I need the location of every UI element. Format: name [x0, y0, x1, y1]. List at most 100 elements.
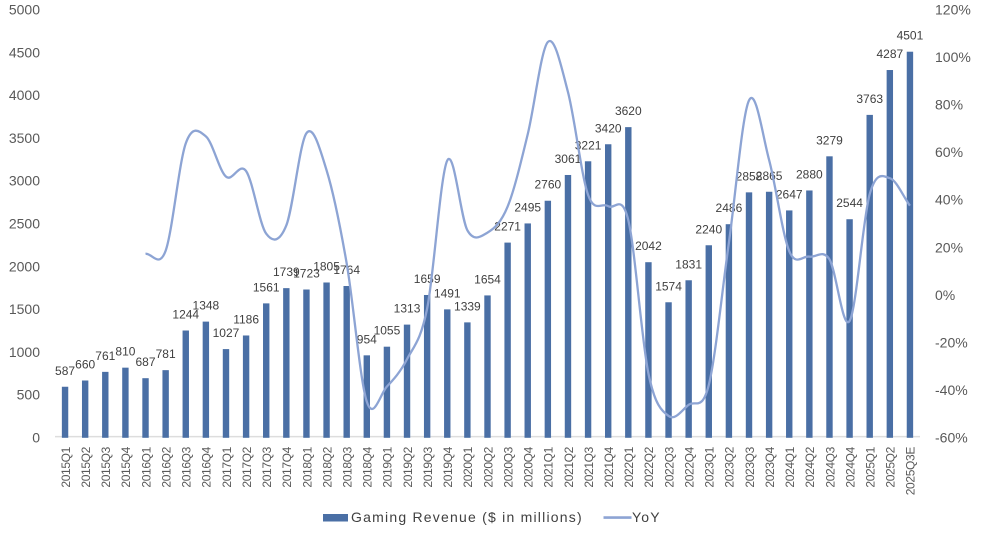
svg-text:80%: 80%: [935, 97, 963, 113]
svg-text:1500: 1500: [9, 301, 40, 317]
svg-text:1723: 1723: [293, 267, 320, 281]
svg-text:2024Q3: 2024Q3: [823, 446, 837, 487]
svg-text:1561: 1561: [253, 280, 280, 294]
svg-text:60%: 60%: [935, 144, 963, 160]
svg-text:2019Q1: 2019Q1: [381, 446, 395, 487]
svg-text:2025Q2: 2025Q2: [884, 446, 898, 487]
svg-text:1348: 1348: [193, 299, 220, 313]
svg-text:3221: 3221: [575, 138, 602, 152]
svg-text:761: 761: [95, 349, 115, 363]
svg-text:2022Q2: 2022Q2: [642, 446, 656, 487]
svg-text:3279: 3279: [816, 133, 843, 147]
svg-text:2019Q2: 2019Q2: [401, 446, 415, 487]
svg-text:2024Q2: 2024Q2: [803, 446, 817, 487]
svg-text:2021Q4: 2021Q4: [602, 446, 616, 487]
svg-text:954: 954: [357, 332, 377, 346]
svg-text:2020Q1: 2020Q1: [461, 446, 475, 487]
svg-text:2865: 2865: [756, 169, 783, 183]
svg-text:2017Q2: 2017Q2: [240, 446, 254, 487]
svg-text:2023Q1: 2023Q1: [703, 446, 717, 487]
svg-text:2017Q1: 2017Q1: [220, 446, 234, 487]
svg-text:2760: 2760: [534, 178, 561, 192]
svg-text:2023Q4: 2023Q4: [763, 446, 777, 487]
svg-text:1313: 1313: [394, 302, 421, 316]
svg-text:0%: 0%: [935, 287, 955, 303]
svg-text:1654: 1654: [474, 272, 501, 286]
svg-text:2016Q4: 2016Q4: [200, 446, 214, 487]
svg-text:2018Q3: 2018Q3: [340, 446, 354, 487]
svg-text:1186: 1186: [233, 312, 259, 326]
svg-text:2015Q3: 2015Q3: [99, 446, 113, 487]
svg-text:2021Q3: 2021Q3: [582, 446, 596, 487]
svg-text:2880: 2880: [796, 167, 823, 181]
svg-text:2016Q3: 2016Q3: [180, 446, 194, 487]
svg-text:2018Q2: 2018Q2: [320, 446, 334, 487]
svg-text:2022Q3: 2022Q3: [662, 446, 676, 487]
svg-text:-40%: -40%: [935, 382, 968, 398]
svg-text:1659: 1659: [414, 272, 441, 286]
svg-text:2019Q4: 2019Q4: [441, 446, 455, 487]
svg-text:2015Q2: 2015Q2: [79, 446, 93, 487]
svg-text:1339: 1339: [454, 299, 481, 313]
svg-text:2024Q1: 2024Q1: [783, 446, 797, 487]
svg-text:3763: 3763: [856, 92, 883, 106]
svg-text:0: 0: [32, 430, 40, 446]
svg-text:1805: 1805: [313, 259, 340, 273]
svg-text:5000: 5000: [9, 2, 40, 18]
svg-text:2017Q3: 2017Q3: [260, 446, 274, 487]
svg-text:2025Q3E: 2025Q3E: [904, 447, 918, 496]
svg-text:1055: 1055: [374, 324, 401, 338]
svg-text:2022Q1: 2022Q1: [622, 446, 636, 487]
svg-text:2647: 2647: [776, 187, 803, 201]
svg-text:2016Q1: 2016Q1: [139, 446, 153, 487]
svg-text:120%: 120%: [935, 2, 971, 18]
svg-text:1574: 1574: [655, 279, 682, 293]
svg-text:2018Q4: 2018Q4: [361, 446, 375, 487]
svg-text:810: 810: [115, 345, 135, 359]
svg-text:1739: 1739: [273, 265, 300, 279]
svg-text:687: 687: [136, 355, 156, 369]
svg-text:2495: 2495: [514, 200, 541, 214]
svg-text:2042: 2042: [635, 239, 662, 253]
svg-text:3061: 3061: [555, 152, 582, 166]
svg-text:1027: 1027: [213, 326, 240, 340]
svg-text:2000: 2000: [9, 258, 40, 274]
svg-text:3500: 3500: [9, 130, 40, 146]
svg-text:2015Q1: 2015Q1: [59, 446, 73, 487]
svg-text:2019Q3: 2019Q3: [421, 446, 435, 487]
svg-text:2021Q2: 2021Q2: [562, 446, 576, 487]
svg-text:2020Q4: 2020Q4: [522, 446, 536, 487]
svg-text:-60%: -60%: [935, 430, 968, 446]
svg-text:2500: 2500: [9, 216, 40, 232]
svg-text:2023Q3: 2023Q3: [743, 446, 757, 487]
svg-text:660: 660: [75, 358, 95, 372]
svg-text:2240: 2240: [695, 222, 722, 236]
svg-text:4287: 4287: [876, 47, 903, 61]
svg-text:500: 500: [17, 387, 41, 403]
svg-text:2023Q2: 2023Q2: [723, 446, 737, 487]
svg-text:2017Q4: 2017Q4: [280, 446, 294, 487]
svg-text:2271: 2271: [494, 220, 521, 234]
svg-text:4501: 4501: [897, 29, 924, 43]
svg-text:2016Q2: 2016Q2: [159, 446, 173, 487]
svg-text:2025Q1: 2025Q1: [864, 446, 878, 487]
svg-text:2020Q3: 2020Q3: [501, 446, 515, 487]
svg-text:2020Q2: 2020Q2: [481, 446, 495, 487]
svg-text:4500: 4500: [9, 44, 40, 60]
svg-text:2486: 2486: [716, 201, 743, 215]
svg-text:781: 781: [156, 347, 176, 361]
svg-text:20%: 20%: [935, 239, 963, 255]
svg-text:3420: 3420: [595, 121, 622, 135]
svg-text:3000: 3000: [9, 173, 40, 189]
svg-text:2024Q4: 2024Q4: [843, 446, 857, 487]
svg-text:587: 587: [55, 364, 75, 378]
svg-text:40%: 40%: [935, 192, 963, 208]
svg-text:2021Q1: 2021Q1: [542, 446, 556, 487]
svg-text:1491: 1491: [434, 286, 461, 300]
svg-text:1000: 1000: [9, 344, 40, 360]
svg-text:2858: 2858: [736, 169, 763, 183]
svg-text:1244: 1244: [172, 308, 199, 322]
svg-text:2022Q4: 2022Q4: [682, 446, 696, 487]
svg-text:2544: 2544: [836, 196, 863, 210]
svg-text:Gaming Revenue ($ in millions): Gaming Revenue ($ in millions): [351, 509, 583, 525]
